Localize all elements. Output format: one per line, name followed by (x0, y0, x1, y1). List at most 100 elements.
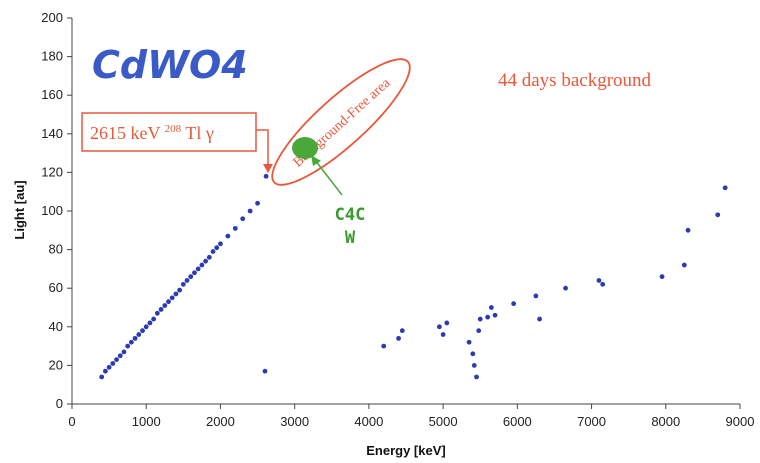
x-axis-title: Energy [keV] (366, 443, 445, 458)
data-point (132, 335, 138, 341)
data-points (99, 173, 728, 380)
data-point (162, 303, 168, 308)
y-tick-label: 40 (49, 319, 63, 334)
data-point (722, 185, 728, 191)
data-point (188, 274, 194, 280)
period-label: 44 days background (498, 70, 652, 91)
gamma-line-annotation: 2615 keV 208 Tl γ (81, 112, 273, 173)
background-free-region: Background-Free area (271, 58, 411, 186)
data-point (140, 328, 145, 334)
x-tick-label: 7000 (577, 414, 606, 429)
gamma-line-sup: 208 (165, 123, 182, 135)
data-point (396, 335, 401, 341)
y-tick-label: 0 (56, 396, 63, 411)
x-tick-label: 6000 (503, 414, 532, 429)
data-point (263, 173, 269, 179)
x-tick-label: 1000 (132, 414, 161, 429)
y-tick-label: 100 (41, 203, 63, 218)
data-point (471, 363, 477, 368)
data-point (180, 281, 186, 287)
data-point (218, 241, 223, 247)
x-tick-label: 4000 (354, 414, 383, 429)
y-tick-label: 60 (49, 280, 63, 295)
data-point (474, 374, 479, 380)
target-marker: C4C W (292, 137, 365, 248)
data-point (492, 312, 498, 318)
data-point (206, 254, 212, 260)
data-point (466, 339, 472, 345)
chart-title: CdWO4 (92, 43, 248, 87)
data-point (114, 357, 119, 363)
data-point (184, 278, 190, 283)
target-arrowhead (311, 155, 321, 166)
data-point (177, 287, 183, 293)
y-axis-title: Light [au] (12, 180, 27, 239)
data-point (121, 349, 127, 355)
data-point (117, 353, 123, 359)
target-label-line2: W (345, 228, 356, 248)
data-point (166, 299, 171, 305)
y-tick-label: 140 (41, 126, 63, 141)
data-point (444, 320, 450, 326)
background-free-ellipse (271, 58, 411, 186)
gamma-line-text: 2615 keV 208 Tl γ (90, 116, 214, 143)
x-tick-label: 9000 (726, 414, 755, 429)
data-point (203, 258, 209, 264)
x-tick-label: 3000 (280, 414, 309, 429)
data-point (537, 316, 542, 322)
data-point (195, 266, 201, 272)
data-point (106, 364, 112, 370)
data-point (192, 270, 197, 276)
target-label-line1: C4C (335, 205, 366, 225)
gamma-line-nuclide: Tl γ (185, 123, 213, 143)
data-point (240, 216, 246, 222)
target-dot (292, 137, 318, 159)
data-point (440, 332, 446, 337)
data-point (225, 233, 231, 239)
data-point (399, 328, 405, 334)
data-point (381, 343, 387, 349)
y-tick-label: 180 (41, 49, 63, 64)
data-point (659, 274, 665, 280)
y-tick-label: 120 (41, 164, 63, 179)
data-point (533, 293, 539, 299)
data-point (715, 212, 721, 218)
data-point (477, 316, 483, 322)
data-point (147, 320, 153, 326)
x-tick-label: 5000 (429, 414, 458, 429)
data-point (143, 324, 149, 330)
data-point (214, 245, 220, 251)
data-point (125, 343, 131, 349)
target-arrow (314, 159, 343, 196)
y-tick-label: 200 (41, 10, 63, 25)
data-point (247, 208, 253, 214)
y-tick-label: 20 (49, 357, 63, 372)
data-point (110, 361, 116, 366)
data-point (199, 262, 205, 268)
data-point (262, 368, 268, 374)
data-point (210, 249, 216, 254)
data-point (255, 200, 260, 206)
x-tick-label: 0 (68, 414, 75, 429)
data-point (136, 332, 142, 337)
gamma-line-box (81, 112, 257, 152)
data-point (128, 339, 134, 345)
data-point (681, 262, 687, 268)
data-point (596, 278, 602, 283)
x-tick-label: 2000 (206, 414, 235, 429)
data-point (151, 316, 157, 322)
data-point (169, 295, 175, 301)
y-tick-label: 80 (49, 242, 63, 257)
data-point (470, 351, 476, 357)
data-point (103, 368, 108, 374)
data-point (511, 301, 517, 307)
data-point (488, 305, 494, 310)
data-point (99, 374, 105, 380)
data-point (600, 281, 606, 287)
data-point (232, 225, 238, 231)
gamma-line-energy: 2615 keV (90, 123, 160, 143)
gamma-line-arrowhead (263, 164, 273, 173)
x-tick-label: 8000 (651, 414, 680, 429)
data-point (563, 285, 568, 291)
